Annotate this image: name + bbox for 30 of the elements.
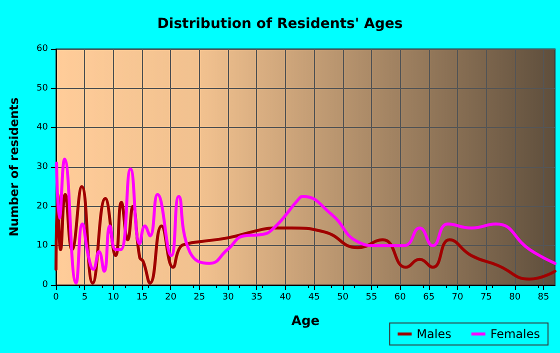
- x-tick-label: 5: [82, 292, 88, 302]
- x-tick-label: 80: [509, 292, 521, 302]
- x-axis-title: Age: [291, 314, 320, 329]
- x-tick-label: 45: [308, 292, 320, 302]
- y-tick-label: 20: [36, 201, 48, 212]
- x-tick-label: 30: [222, 292, 234, 302]
- y-tick-label: 40: [36, 122, 48, 133]
- x-tick-label: 60: [394, 292, 406, 302]
- y-tick-label: 50: [36, 83, 48, 94]
- y-tick-label: 0: [42, 280, 48, 290]
- x-tick-label: 50: [337, 292, 349, 302]
- x-tick-label: 20: [164, 292, 177, 302]
- legend-label: Females: [490, 327, 540, 341]
- y-tick-label: 60: [36, 44, 48, 54]
- x-tick-label: 65: [423, 292, 435, 302]
- y-tick-label: 10: [36, 240, 48, 251]
- chart-title: Distribution of Residents' Ages: [157, 16, 403, 32]
- x-tick-label: 55: [366, 292, 378, 302]
- x-tick-label: 25: [194, 292, 206, 302]
- legend-label: Males: [416, 327, 452, 341]
- x-tick-label: 35: [251, 292, 262, 302]
- x-tick-label: 85: [538, 292, 550, 302]
- x-tick-label: 0: [53, 292, 60, 302]
- y-tick-label: 30: [36, 162, 48, 172]
- y-axis-title: Number of residents: [7, 97, 21, 237]
- x-tick-label: 75: [480, 292, 492, 302]
- x-tick-label: 40: [280, 292, 292, 302]
- x-tick-label: 15: [136, 292, 148, 302]
- x-tick-label: 10: [108, 292, 120, 302]
- x-tick-label: 70: [452, 292, 464, 302]
